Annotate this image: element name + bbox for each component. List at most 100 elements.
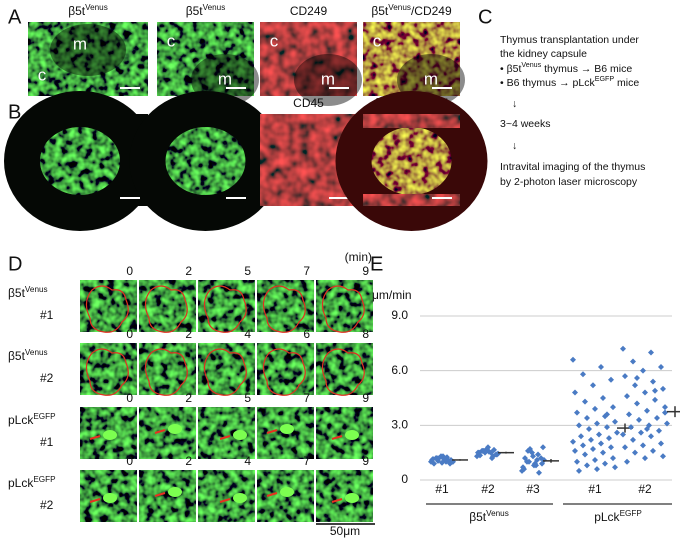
data-point [604,424,610,431]
superscript: Venus [521,61,541,69]
protocol-text: Thymus transplantation under [500,34,639,46]
time-label: 0 [126,327,133,341]
cell-outline [203,285,247,333]
data-point [658,364,664,371]
time-label: 9 [362,391,369,405]
panel-letter: C [478,6,492,28]
cell [233,493,247,503]
data-point [445,456,451,463]
data-point [630,436,636,443]
data-point [530,453,536,460]
image-title: CD249 [290,4,328,18]
time-label: 7 [303,391,310,405]
text-segment: /CD249 [411,4,452,18]
row-number: #2 [40,371,54,385]
data-point [634,374,640,381]
data-point [526,458,532,465]
superscript: Venus [203,3,226,12]
data-point [590,382,596,389]
data-point [527,446,533,453]
data-point [600,449,606,456]
data-point [626,411,632,418]
row-number: #2 [40,498,54,512]
data-point [660,385,666,392]
time-label: 4 [244,454,251,468]
text-segment: • β5t [500,63,521,75]
micrograph [28,22,148,96]
time-label: 0 [126,454,133,468]
data-point [634,400,640,407]
region-label: c [167,31,176,50]
micrograph [139,407,196,459]
data-point [650,447,656,454]
time-unit: (min) [345,250,372,264]
data-point [535,451,541,458]
arrow [154,429,166,434]
x-tick-label: #3 [526,482,540,496]
y-axis-label: μm/min [372,288,412,302]
image-title: β5tVenus [186,3,226,19]
data-point [642,455,648,462]
cell [233,430,247,440]
time-label: 9 [362,264,369,278]
time-label: 2 [185,454,192,468]
row-label: β5tVenus [8,348,48,364]
data-point [574,458,580,465]
superscript: Venus [85,3,108,12]
data-point [608,376,614,383]
data-point [660,453,666,460]
cell-outline [144,348,188,396]
data-point [612,464,618,471]
data-point [644,425,650,432]
time-label: 8 [362,327,369,341]
region-label: m [218,69,232,88]
time-label: 9 [362,454,369,468]
micrograph [371,126,452,196]
text-segment: pLck [8,476,34,490]
data-point [576,467,582,474]
data-point [650,378,656,385]
protocol-text: 3~4 weeks [500,118,551,130]
text-segment: β5t [8,349,26,363]
data-point [640,367,646,374]
protocol-text: • β5tVenus thymus → B6 mice [500,61,632,75]
x-tick-label: #1 [435,482,449,496]
data-point [578,433,584,440]
time-label: 4 [244,327,251,341]
data-point [628,424,634,431]
data-point [580,442,586,449]
cell-outline [262,348,306,396]
text-segment: β5t [8,286,26,300]
data-point [610,455,616,462]
data-point [642,389,648,396]
superscript: Venus [25,285,48,294]
row-label: pLckEGFP [8,475,56,491]
cell-outline [321,285,365,333]
data-point [532,460,538,467]
x-tick-label: #1 [588,482,602,496]
cell-outline [144,285,188,333]
group-label: pLckEGFP [594,509,642,525]
arrow [154,492,166,497]
protocol-text: ↓ [512,98,517,110]
micrograph [157,22,254,96]
data-point [652,387,658,394]
data-point [586,425,592,432]
superscript: EGFP [33,475,56,484]
data-point [622,373,628,380]
cell [345,430,359,440]
superscript: EGFP [620,509,643,518]
data-point [624,393,630,400]
time-label: 5 [244,264,251,278]
data-point [622,444,628,451]
cell [280,424,294,434]
data-point [648,433,654,440]
data-point [592,456,598,463]
micrograph [316,407,373,459]
text-segment: thymus → B6 mice [541,63,632,75]
arrow [331,435,343,440]
text-segment: β5t [469,510,487,524]
data-point [436,455,442,462]
time-label: 7 [303,264,310,278]
